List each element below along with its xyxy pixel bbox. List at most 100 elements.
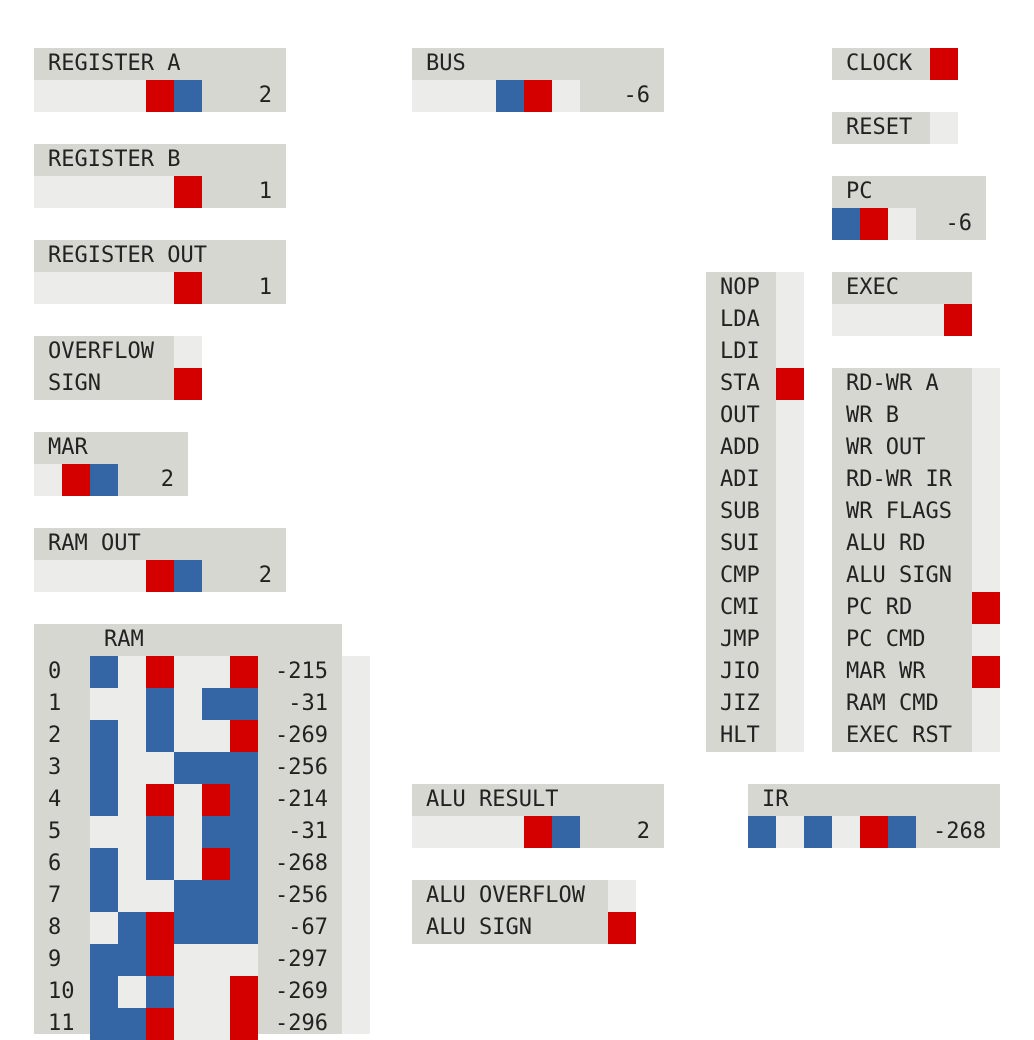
clock-led[interactable] [930, 48, 958, 80]
exec-bit-led [888, 304, 916, 336]
ram-address: 5 [48, 819, 62, 844]
register-b-header [34, 144, 286, 176]
ram-bit-led [174, 720, 202, 752]
clock-panel[interactable]: CLOCK [832, 48, 958, 80]
register-a-bit-led [62, 80, 90, 112]
ram-out-label: RAM OUT [48, 531, 141, 556]
alu-result-bit-led [412, 816, 440, 848]
control-signal-led [972, 560, 1000, 592]
ram-bit-led [90, 976, 118, 1008]
ram-out-bit-led [174, 560, 202, 592]
instruction-led [776, 592, 804, 624]
register-a-bit-led [146, 80, 174, 112]
exec-bit-led [944, 304, 972, 336]
control-signal-label: ALU SIGN [846, 563, 952, 588]
ram-bit-led [202, 848, 230, 880]
ram-address: 2 [48, 723, 62, 748]
ram-bit-led [202, 944, 230, 976]
ram-value: -297 [275, 947, 328, 972]
instruction-label: HLT [720, 723, 760, 748]
register-a-bit-led [90, 80, 118, 112]
alu-overflow-label: ALU OVERFLOW [426, 883, 585, 908]
ram-bit-led [202, 976, 230, 1008]
ram-label: RAM [104, 627, 144, 652]
register-b-label: REGISTER B [48, 147, 181, 172]
bus-bit-led [412, 80, 440, 112]
instruction-label: ADD [720, 435, 760, 460]
ram-address: 3 [48, 755, 62, 780]
control-signal-led [972, 464, 1000, 496]
ram-bit-led [230, 688, 258, 720]
ram-bit-led [202, 656, 230, 688]
mar-header [34, 432, 188, 464]
reset-led[interactable] [930, 112, 958, 144]
ram-bit-led [174, 688, 202, 720]
control-signal-led [972, 528, 1000, 560]
register-out-panel: REGISTER OUT 1 [34, 240, 286, 304]
ram-address: 1 [48, 691, 62, 716]
instruction-label: ADI [720, 467, 760, 492]
control-signal-led [972, 624, 1000, 656]
ram-out-bit-led [34, 560, 62, 592]
ram-bit-led [202, 688, 230, 720]
bus-bit-led [524, 80, 552, 112]
register-a-bit-led [174, 80, 202, 112]
instruction-led [776, 336, 804, 368]
exec-bit-led [860, 304, 888, 336]
alu-result-value: 2 [636, 819, 650, 844]
clock-label: CLOCK [846, 51, 913, 76]
ram-bit-led [146, 880, 174, 912]
ram-bit-led [90, 784, 118, 816]
register-b-bit-led [146, 176, 174, 208]
ram-address: 6 [48, 851, 62, 876]
register-out-bit-led [90, 272, 118, 304]
instruction-label: SUI [720, 531, 760, 556]
ram-bit-led [146, 784, 174, 816]
ram-bit-led [230, 848, 258, 880]
ram-bit-led [146, 816, 174, 848]
ram-bit-led [230, 1008, 258, 1040]
ram-bit-led [146, 976, 174, 1008]
ram-panel: RAM 0 -215 1 -31 2 -269 3 -256 4 -214 5 -31 6 -268 7 -2… [34, 624, 370, 1040]
ram-out-bit-led [146, 560, 174, 592]
ram-bit-led [90, 656, 118, 688]
alu-flags-bg [412, 880, 608, 944]
instruction-led [776, 432, 804, 464]
alu-result-bit-led [468, 816, 496, 848]
mar-panel: MAR 2 [34, 432, 188, 496]
instruction-led [776, 720, 804, 752]
ram-bit-led [230, 944, 258, 976]
register-b-value: 1 [258, 179, 272, 204]
ram-bit-led [118, 1008, 146, 1040]
bus-bit-led [468, 80, 496, 112]
register-b-bit-led [90, 176, 118, 208]
control-signal-label: RAM CMD [846, 691, 939, 716]
ram-bit-led [174, 1008, 202, 1040]
ram-bit-led [118, 784, 146, 816]
pc-bit-led [888, 208, 916, 240]
ram-bit-led [174, 944, 202, 976]
ir-label: IR [762, 787, 789, 812]
reset-button[interactable]: RESET [832, 112, 958, 144]
ram-address: 11 [48, 1011, 75, 1036]
register-b-bit-led [62, 176, 90, 208]
instruction-label: JMP [720, 627, 760, 652]
ram-scrollbar[interactable] [342, 656, 370, 1034]
bus-value-bg [580, 80, 664, 112]
pc-bit-led [832, 208, 860, 240]
instruction-led [776, 528, 804, 560]
reset-label: RESET [846, 115, 913, 140]
sign-label: SIGN [48, 371, 101, 396]
exec-header [832, 272, 972, 304]
ram-bit-led [202, 880, 230, 912]
control-signal-label: EXEC RST [846, 723, 952, 748]
exec-bit-led [916, 304, 944, 336]
control-signal-label: PC CMD [846, 627, 926, 652]
ram-bit-led [174, 976, 202, 1008]
ir-value: -268 [933, 819, 986, 844]
instruction-label: JIZ [720, 691, 760, 716]
ir-bit-led [748, 816, 776, 848]
control-signal-led [972, 592, 1000, 624]
instruction-label: SUB [720, 499, 760, 524]
ram-out-header [34, 528, 286, 560]
